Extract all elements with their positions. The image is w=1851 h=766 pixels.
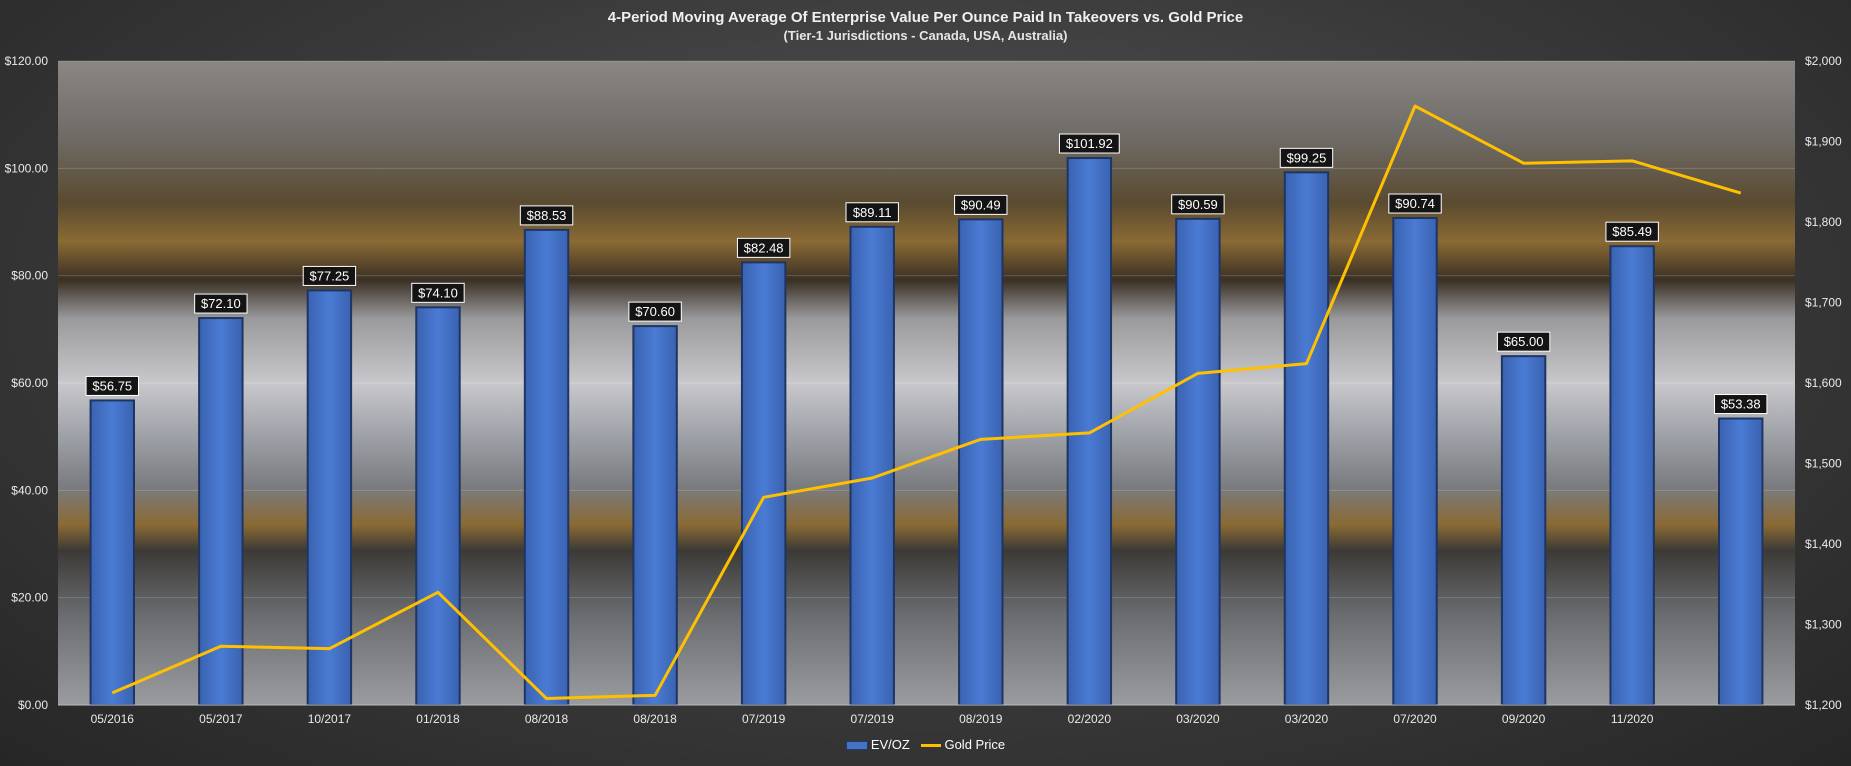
data-label: $101.92	[1066, 136, 1113, 151]
x-tick-label: 11/2020	[1611, 712, 1654, 726]
data-label-box	[736, 237, 791, 258]
bar	[1175, 217, 1221, 706]
data-label-box	[845, 202, 899, 223]
y-left-tick-label: $0.00	[18, 698, 48, 712]
x-tick-label: 10/2017	[308, 712, 352, 726]
y-left-tick-label: $20.00	[11, 591, 48, 605]
data-label-box	[628, 301, 682, 322]
legend-label-gold-price: Gold Price	[944, 737, 1006, 753]
legend: EV/OZ Gold Price	[0, 736, 1851, 752]
data-label: $53.38	[1721, 397, 1761, 412]
y-right-tick-label: $1,500	[1805, 457, 1842, 471]
y-right-tick-label: $1,300	[1805, 618, 1842, 632]
y-left-tick-label: $60.00	[11, 376, 48, 390]
data-label: $77.25	[310, 268, 350, 283]
x-tick-label: 05/2017	[199, 712, 243, 726]
data-label: $90.74	[1395, 196, 1435, 211]
y-axis-right: $1,200 $1,300 $1,400 $1,500 $1,600 $1,700 $1,8…	[1805, 54, 1842, 712]
y-right-tick-label: $2,000	[1805, 54, 1842, 68]
chart-subtitle: (Tier-1 Jurisdictions - Canada, USA, Aus…	[783, 28, 1068, 43]
data-label-box	[1496, 331, 1551, 352]
title-block: 4-Period Moving Average Of Enterprise Va…	[0, 8, 1851, 44]
bar	[415, 306, 461, 706]
data-label: $74.10	[418, 285, 458, 300]
y-right-tick-label: $1,700	[1805, 296, 1842, 310]
x-tick-label: 03/2020	[1176, 712, 1220, 726]
y-right-tick-label: $1,200	[1805, 698, 1842, 712]
legend-label-evoz: EV/OZ	[870, 737, 910, 753]
line-series-gold-price	[111, 104, 1742, 701]
data-label: $90.49	[961, 197, 1001, 212]
legend-item-gold-price: Gold Price	[921, 737, 1005, 752]
data-label: $70.60	[635, 304, 675, 319]
y-left-tick-label: $40.00	[11, 483, 48, 497]
x-tick-label: 05/2016	[91, 712, 135, 726]
legend-bar-swatch	[845, 741, 868, 751]
data-label-box	[411, 282, 465, 303]
x-tick-label: 09/2020	[1502, 712, 1546, 726]
y-left-tick-label: $100.00	[5, 161, 49, 175]
data-label-box	[85, 375, 139, 396]
x-tick-label: 07/2019	[851, 712, 895, 726]
bar	[1392, 217, 1438, 707]
bar	[89, 399, 135, 706]
x-tick-label: 03/2020	[1285, 712, 1329, 726]
data-label: $88.53	[527, 208, 567, 223]
bar	[1718, 417, 1764, 706]
data-label-box	[194, 293, 248, 314]
data-label: $85.49	[1612, 224, 1652, 239]
chart-title: 4-Period Moving Average Of Enterprise Va…	[607, 9, 1244, 26]
data-label-box	[1279, 147, 1334, 168]
data-labels: $56.75 $72.10 $77.25 $74.10 $88.53 $70.60 $82.…	[85, 133, 1768, 415]
y-right-tick-label: $1,900	[1805, 135, 1842, 149]
data-label-box	[519, 205, 574, 226]
y-left-tick-label: $120.00	[5, 54, 49, 68]
data-label: $99.25	[1287, 150, 1327, 165]
legend-item-evoz: EV/OZ	[845, 737, 910, 753]
bar	[1283, 171, 1330, 706]
y-right-tick-label: $1,800	[1805, 215, 1842, 229]
bar	[740, 261, 787, 706]
y-axis-left: $0.00 $20.00 $40.00 $60.00 $80.00 $100.00 $120…	[5, 54, 49, 712]
data-label: $72.10	[201, 296, 241, 311]
y-right-tick-label: $1,600	[1805, 376, 1842, 390]
legend-line-swatch	[921, 744, 942, 748]
x-tick-label: 02/2020	[1068, 712, 1112, 726]
x-axis: 05/2016 05/2017 10/2017 01/2018 08/2018 08/20…	[58, 704, 1795, 726]
bar	[306, 289, 353, 706]
data-label: $82.48	[744, 240, 784, 255]
x-tick-label: 07/2019	[742, 712, 786, 726]
bar	[523, 228, 570, 706]
data-label-box	[1171, 194, 1225, 215]
data-label: $89.11	[853, 205, 892, 220]
y-right-tick-label: $1,400	[1805, 537, 1842, 551]
x-tick-label: 08/2018	[525, 712, 569, 726]
bar	[632, 325, 678, 706]
bar	[1609, 245, 1655, 706]
bar	[1500, 355, 1547, 706]
data-label: $90.59	[1178, 197, 1218, 212]
bar	[849, 225, 895, 706]
x-tick-label: 08/2019	[959, 712, 1003, 726]
bar	[958, 218, 1004, 706]
data-label-box	[1605, 221, 1659, 242]
data-label-box	[954, 194, 1008, 215]
data-label-box	[1058, 133, 1120, 154]
data-label: $65.00	[1504, 334, 1544, 349]
bar-series-evoz	[89, 157, 1764, 707]
data-label-box	[302, 265, 357, 286]
data-label: $56.75	[92, 378, 132, 393]
x-tick-label: 07/2020	[1393, 712, 1437, 726]
x-tick-label: 08/2018	[633, 712, 677, 726]
data-label-box	[1388, 193, 1442, 214]
gold-price-line	[111, 104, 1742, 701]
data-label-box	[1714, 394, 1768, 415]
x-tick-label: 01/2018	[416, 712, 460, 726]
y-left-tick-label: $80.00	[11, 269, 48, 283]
